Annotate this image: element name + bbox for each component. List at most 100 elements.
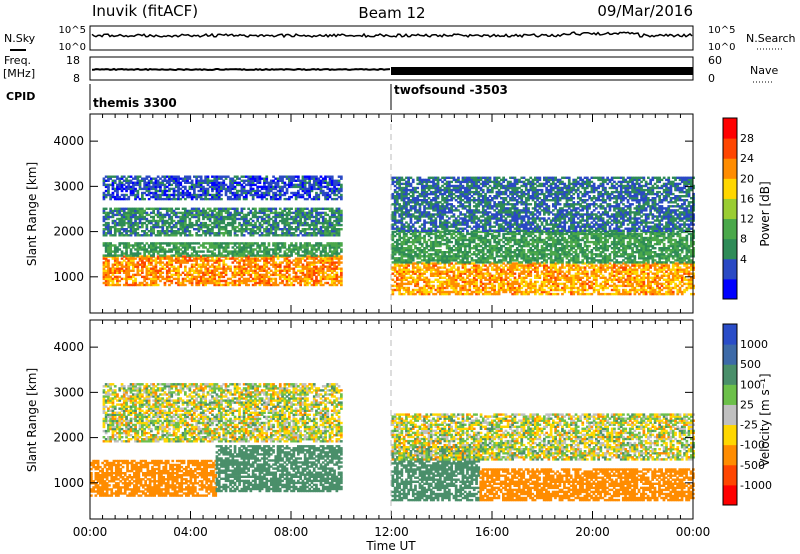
heatmap-cell xyxy=(111,273,115,277)
heatmap-cell xyxy=(319,281,323,285)
heatmap-cell xyxy=(138,257,142,260)
heatmap-cell xyxy=(288,234,291,237)
heatmap-cell xyxy=(319,242,323,245)
heatmap-cell xyxy=(263,279,266,283)
heatmap-cell xyxy=(274,183,278,187)
heatmap-cell xyxy=(125,261,128,264)
heatmap-cell xyxy=(177,283,180,287)
noise-tick-right-high: 10^5 xyxy=(708,25,735,36)
heatmap-cell xyxy=(236,189,239,193)
heatmap-cell xyxy=(274,263,278,266)
heatmap-cell xyxy=(294,215,298,219)
heatmap-cell xyxy=(292,191,296,195)
heatmap-cell xyxy=(186,242,189,245)
heatmap-cell xyxy=(145,277,149,281)
heatmap-cell xyxy=(477,274,481,277)
heatmap-cell xyxy=(213,193,217,197)
heatmap-cell xyxy=(285,177,289,180)
heatmap-cell xyxy=(204,281,207,285)
heatmap-cell xyxy=(197,189,201,193)
heatmap-cell xyxy=(285,183,289,187)
heatmap-cell xyxy=(174,213,178,217)
heatmap-cell xyxy=(315,242,318,245)
heatmap-cell xyxy=(337,281,341,285)
heatmap-cell xyxy=(297,195,300,199)
heatmap-cell xyxy=(328,232,332,235)
heatmap-cell xyxy=(107,277,110,281)
heatmap-cell xyxy=(107,193,110,197)
heatmap-cell xyxy=(195,259,198,262)
heatmap-cell xyxy=(102,223,106,227)
freq-trace xyxy=(92,67,693,75)
heatmap-cell xyxy=(125,177,128,180)
heatmap-cell xyxy=(229,232,232,235)
heatmap-cell xyxy=(326,257,330,260)
heatmap-cell xyxy=(134,193,137,197)
heatmap-cell xyxy=(136,221,140,225)
heatmap-cell xyxy=(172,244,176,247)
heatmap-cell xyxy=(283,217,287,221)
heatmap-cell xyxy=(635,274,639,277)
heatmap-cell xyxy=(143,211,146,215)
heatmap-cell xyxy=(125,197,128,201)
heatmap-cell xyxy=(256,175,259,178)
heatmap-cell xyxy=(310,219,314,223)
heatmap-cell xyxy=(156,209,160,213)
heatmap-cell xyxy=(159,189,162,193)
heatmap-cell xyxy=(186,275,189,279)
heatmap-cell xyxy=(168,257,171,260)
heatmap-cell xyxy=(195,279,198,283)
heatmap-cell xyxy=(213,217,217,221)
heatmap-cell xyxy=(288,259,291,262)
heatmap-cell xyxy=(229,250,232,253)
heatmap-cell xyxy=(170,197,174,201)
heatmap-cell xyxy=(531,268,535,271)
heatmap-cell xyxy=(174,252,178,255)
heatmap-cell xyxy=(109,215,112,219)
heatmap-cell xyxy=(297,246,300,249)
heatmap-cell xyxy=(260,225,264,229)
heatmap-cell xyxy=(333,269,336,272)
heatmap-cell xyxy=(290,225,293,229)
heatmap-cell xyxy=(263,269,266,272)
heatmap-cell xyxy=(222,179,226,182)
heatmap-cell xyxy=(242,217,246,221)
heatmap-cell xyxy=(276,228,280,231)
heatmap-cell xyxy=(141,230,144,233)
heatmap-cell xyxy=(324,230,327,233)
heatmap-cell xyxy=(565,284,569,288)
heatmap-cell xyxy=(156,223,160,227)
heatmap-cell xyxy=(170,257,174,260)
heatmap-cell xyxy=(202,242,205,245)
heatmap-cell xyxy=(165,255,169,258)
heatmap-cell xyxy=(340,187,343,191)
heatmap-cell xyxy=(132,209,135,213)
heatmap-cell xyxy=(143,246,146,249)
heatmap-cell xyxy=(213,225,217,229)
heatmap-cell xyxy=(324,193,327,197)
heatmap-cell xyxy=(215,242,219,245)
heatmap-cell xyxy=(335,217,339,221)
heatmap-cell xyxy=(624,292,628,296)
heatmap-cell xyxy=(138,225,142,229)
heatmap-cell xyxy=(278,215,282,219)
heatmap-cell xyxy=(147,175,151,178)
heatmap-cell xyxy=(127,254,131,257)
heatmap-cell xyxy=(450,276,453,279)
heatmap-cell xyxy=(150,281,153,285)
heatmap-cell xyxy=(258,283,262,287)
heatmap-cell xyxy=(595,268,598,271)
heatmap-cell xyxy=(638,292,641,296)
heatmap-cell xyxy=(260,197,264,201)
cpid-program-2: twofsound -3503 xyxy=(394,83,508,97)
heatmap-cell xyxy=(109,197,112,201)
heatmap-cell xyxy=(184,277,187,281)
heatmap-cell xyxy=(267,219,271,223)
heatmap-cell xyxy=(143,283,146,287)
heatmap-cell xyxy=(229,179,232,182)
heatmap-cell xyxy=(233,175,237,178)
heatmap-cell xyxy=(231,257,235,260)
heatmap-cell xyxy=(165,257,169,260)
heatmap-cell xyxy=(136,217,140,221)
heatmap-cell xyxy=(213,187,217,191)
